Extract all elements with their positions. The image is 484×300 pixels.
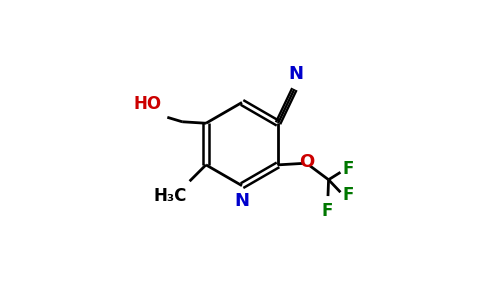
Text: O: O	[299, 153, 314, 171]
Text: H₃C: H₃C	[153, 187, 187, 205]
Text: F: F	[321, 202, 333, 220]
Text: F: F	[343, 186, 354, 204]
Text: F: F	[343, 160, 354, 178]
Text: HO: HO	[133, 95, 161, 113]
Text: N: N	[288, 65, 303, 83]
Text: N: N	[235, 192, 249, 210]
